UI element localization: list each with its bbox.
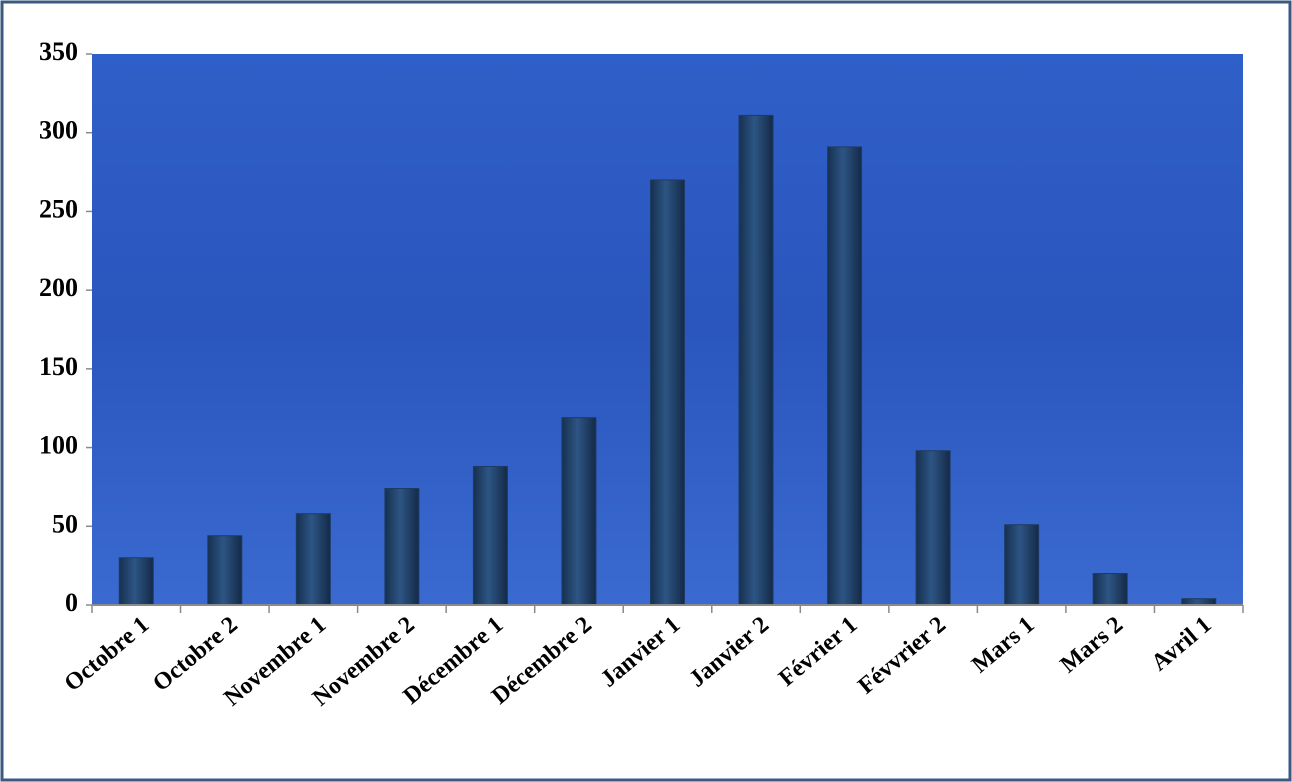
y-tick-label: 0 [65, 588, 78, 617]
bar [207, 535, 243, 606]
bar [561, 417, 597, 606]
bar [472, 465, 508, 606]
bar [1004, 524, 1040, 606]
y-tick-label: 250 [39, 194, 78, 223]
y-tick-label: 350 [39, 37, 78, 66]
bar [738, 114, 774, 606]
y-tick-label: 200 [39, 273, 78, 302]
y-tick-label: 150 [39, 352, 78, 381]
bar [827, 146, 863, 606]
bar [650, 179, 685, 606]
y-tick-label: 300 [39, 116, 78, 145]
y-tick-label: 50 [52, 509, 78, 538]
bar [295, 513, 331, 606]
bar [384, 488, 420, 606]
bar [1092, 573, 1128, 606]
bar [915, 450, 951, 606]
y-tick-label: 100 [39, 431, 78, 460]
bar [118, 557, 154, 606]
